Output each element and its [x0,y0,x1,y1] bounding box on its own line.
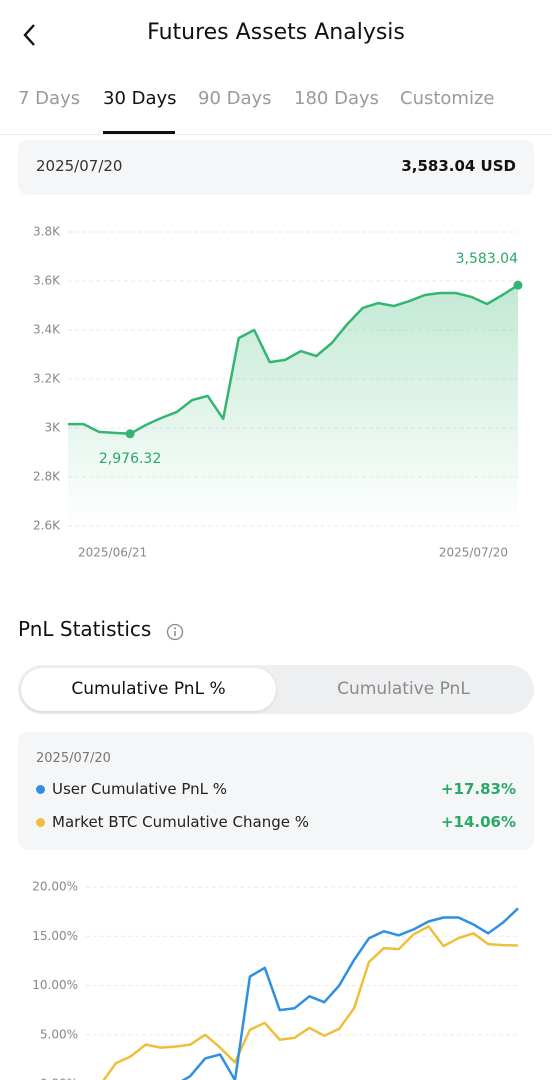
divider [0,134,552,135]
point [513,280,523,290]
y-tick-label: 0.00% [40,1077,78,1080]
y-tick-label: 2.8K [33,470,61,484]
legend-value: +14.06% [440,813,516,831]
toggle: Cumulative PnL % Cumulative PnL [18,665,534,714]
section-title: PnL Statistics [18,617,152,641]
page-title: Futures Assets Analysis [147,20,405,45]
pnl-card: 2025/07/20 User Cumulative PnL % +17.83% M… [18,732,534,850]
y-tick-label: 3.6K [33,274,61,288]
info-icon[interactable] [166,623,184,641]
y-tick-label: 20.00% [32,880,78,894]
y-tick-label: 10.00% [32,978,78,992]
tab[interactable]: 90 Days [198,88,272,109]
toggle-option[interactable]: Cumulative PnL % [21,668,276,711]
tab[interactable]: 180 Days [294,88,379,109]
pnl-date: 2025/07/20 [36,751,111,766]
data-label: 3,583.04 [456,251,518,267]
legend-dot [36,818,45,827]
data-label: 2,976.32 [99,451,161,467]
legend-label: Market BTC Cumulative Change % [52,813,309,831]
tab-indicator [103,131,175,134]
point [125,429,135,439]
summary-date: 2025/07/20 [36,157,123,175]
y-tick-label: 3K [44,421,61,435]
y-tick-label: 3.2K [33,372,61,386]
summary-card: 2025/07/20 3,583.04 USD [18,140,534,195]
back-button[interactable] [20,22,40,48]
y-tick-label: 15.00% [32,929,78,943]
line [68,284,519,436]
y-tick-label: 3.8K [33,225,61,239]
x-tick-label: 2025/06/21 [78,546,147,560]
legend-dot [36,785,45,794]
legend-value: +17.83% [440,780,516,798]
toggle-option[interactable]: Cumulative PnL [337,679,470,699]
tab[interactable]: 7 Days [18,88,81,109]
x-tick-label: 2025/07/20 [439,546,508,560]
legend-label: User Cumulative PnL % [52,780,228,798]
y-tick-label: 3.4K [33,323,61,337]
tab[interactable]: 30 Days [103,88,177,109]
summary-value: 3,583.04 USD [401,157,516,175]
line [181,907,519,1080]
tab[interactable]: Customize [400,88,495,109]
line [102,925,519,1080]
area [68,285,518,526]
y-tick-label: 2.6K [33,519,61,533]
y-tick-label: 5.00% [40,1027,78,1041]
